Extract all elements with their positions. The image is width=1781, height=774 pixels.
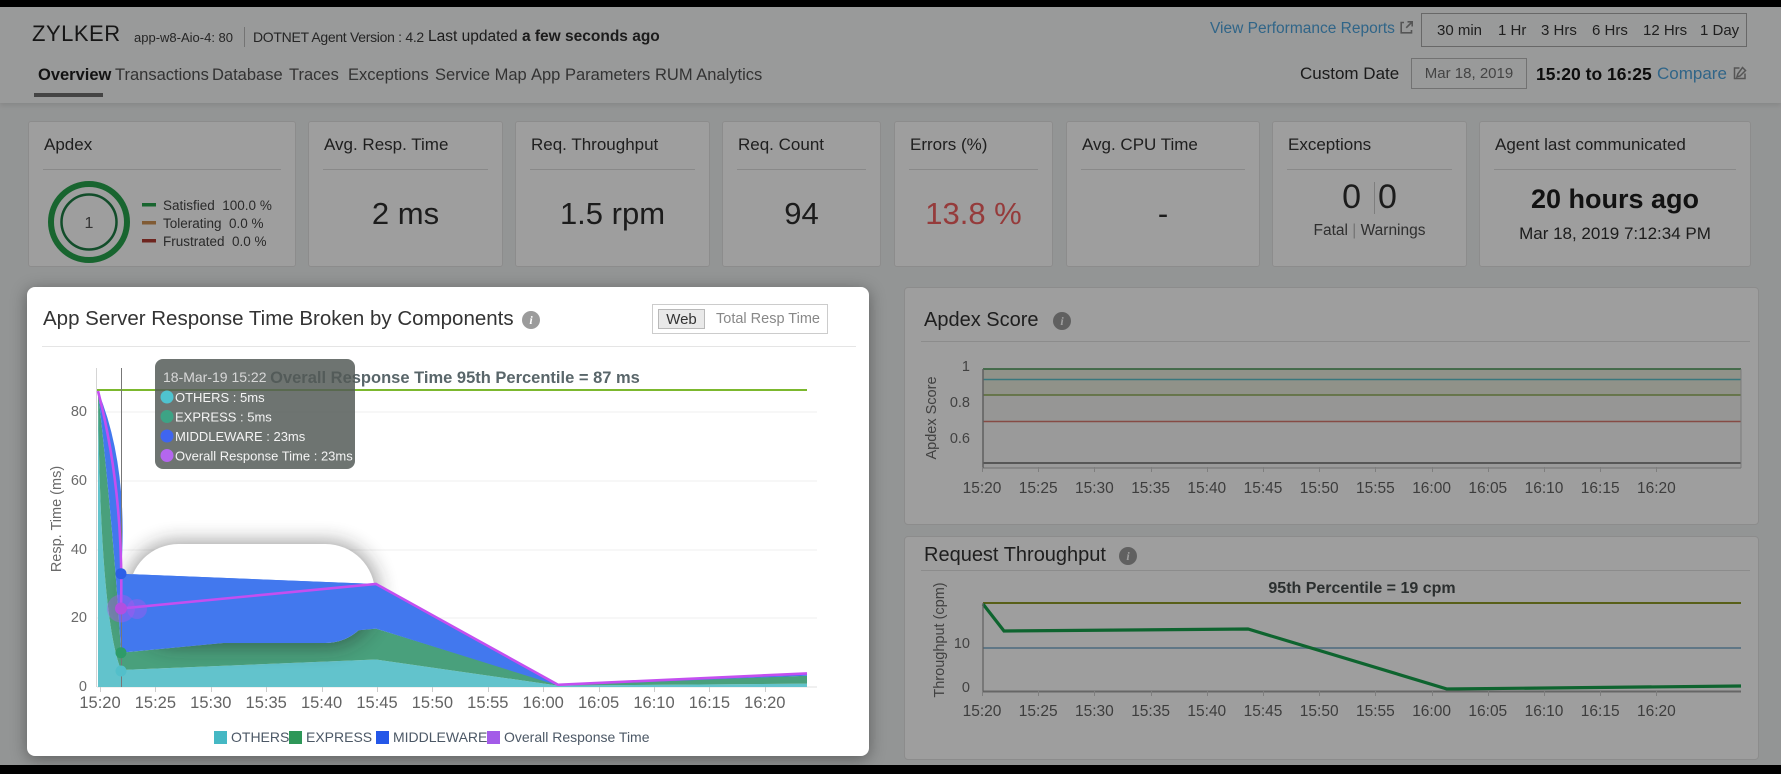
svg-text:Overall Response Time : 23ms: Overall Response Time : 23ms (175, 449, 353, 464)
svg-text:EXPRESS: EXPRESS (306, 729, 372, 745)
svg-text:Tolerating 0.0 %: Tolerating 0.0 % (163, 216, 264, 231)
svg-text:Overall Response Time: Overall Response Time (504, 729, 650, 745)
svg-text:MIDDLEWARE: MIDDLEWARE (393, 729, 487, 745)
svg-text:Overall Response Time 95th Per: Overall Response Time 95th Percentile = … (270, 369, 640, 387)
svg-text:OTHERS : 5ms: OTHERS : 5ms (175, 390, 265, 405)
svg-text:Satisfied 100.0 %: Satisfied 100.0 % (163, 198, 272, 213)
svg-text:18-Mar-19 15:22: 18-Mar-19 15:22 (163, 369, 267, 385)
svg-text:1: 1 (85, 215, 94, 232)
svg-text:Frustrated 0.0 %: Frustrated 0.0 % (163, 234, 267, 249)
svg-text:OTHERS: OTHERS (231, 729, 289, 745)
svg-text:EXPRESS : 5ms: EXPRESS : 5ms (175, 410, 272, 425)
svg-text:MIDDLEWARE : 23ms: MIDDLEWARE : 23ms (175, 429, 306, 444)
